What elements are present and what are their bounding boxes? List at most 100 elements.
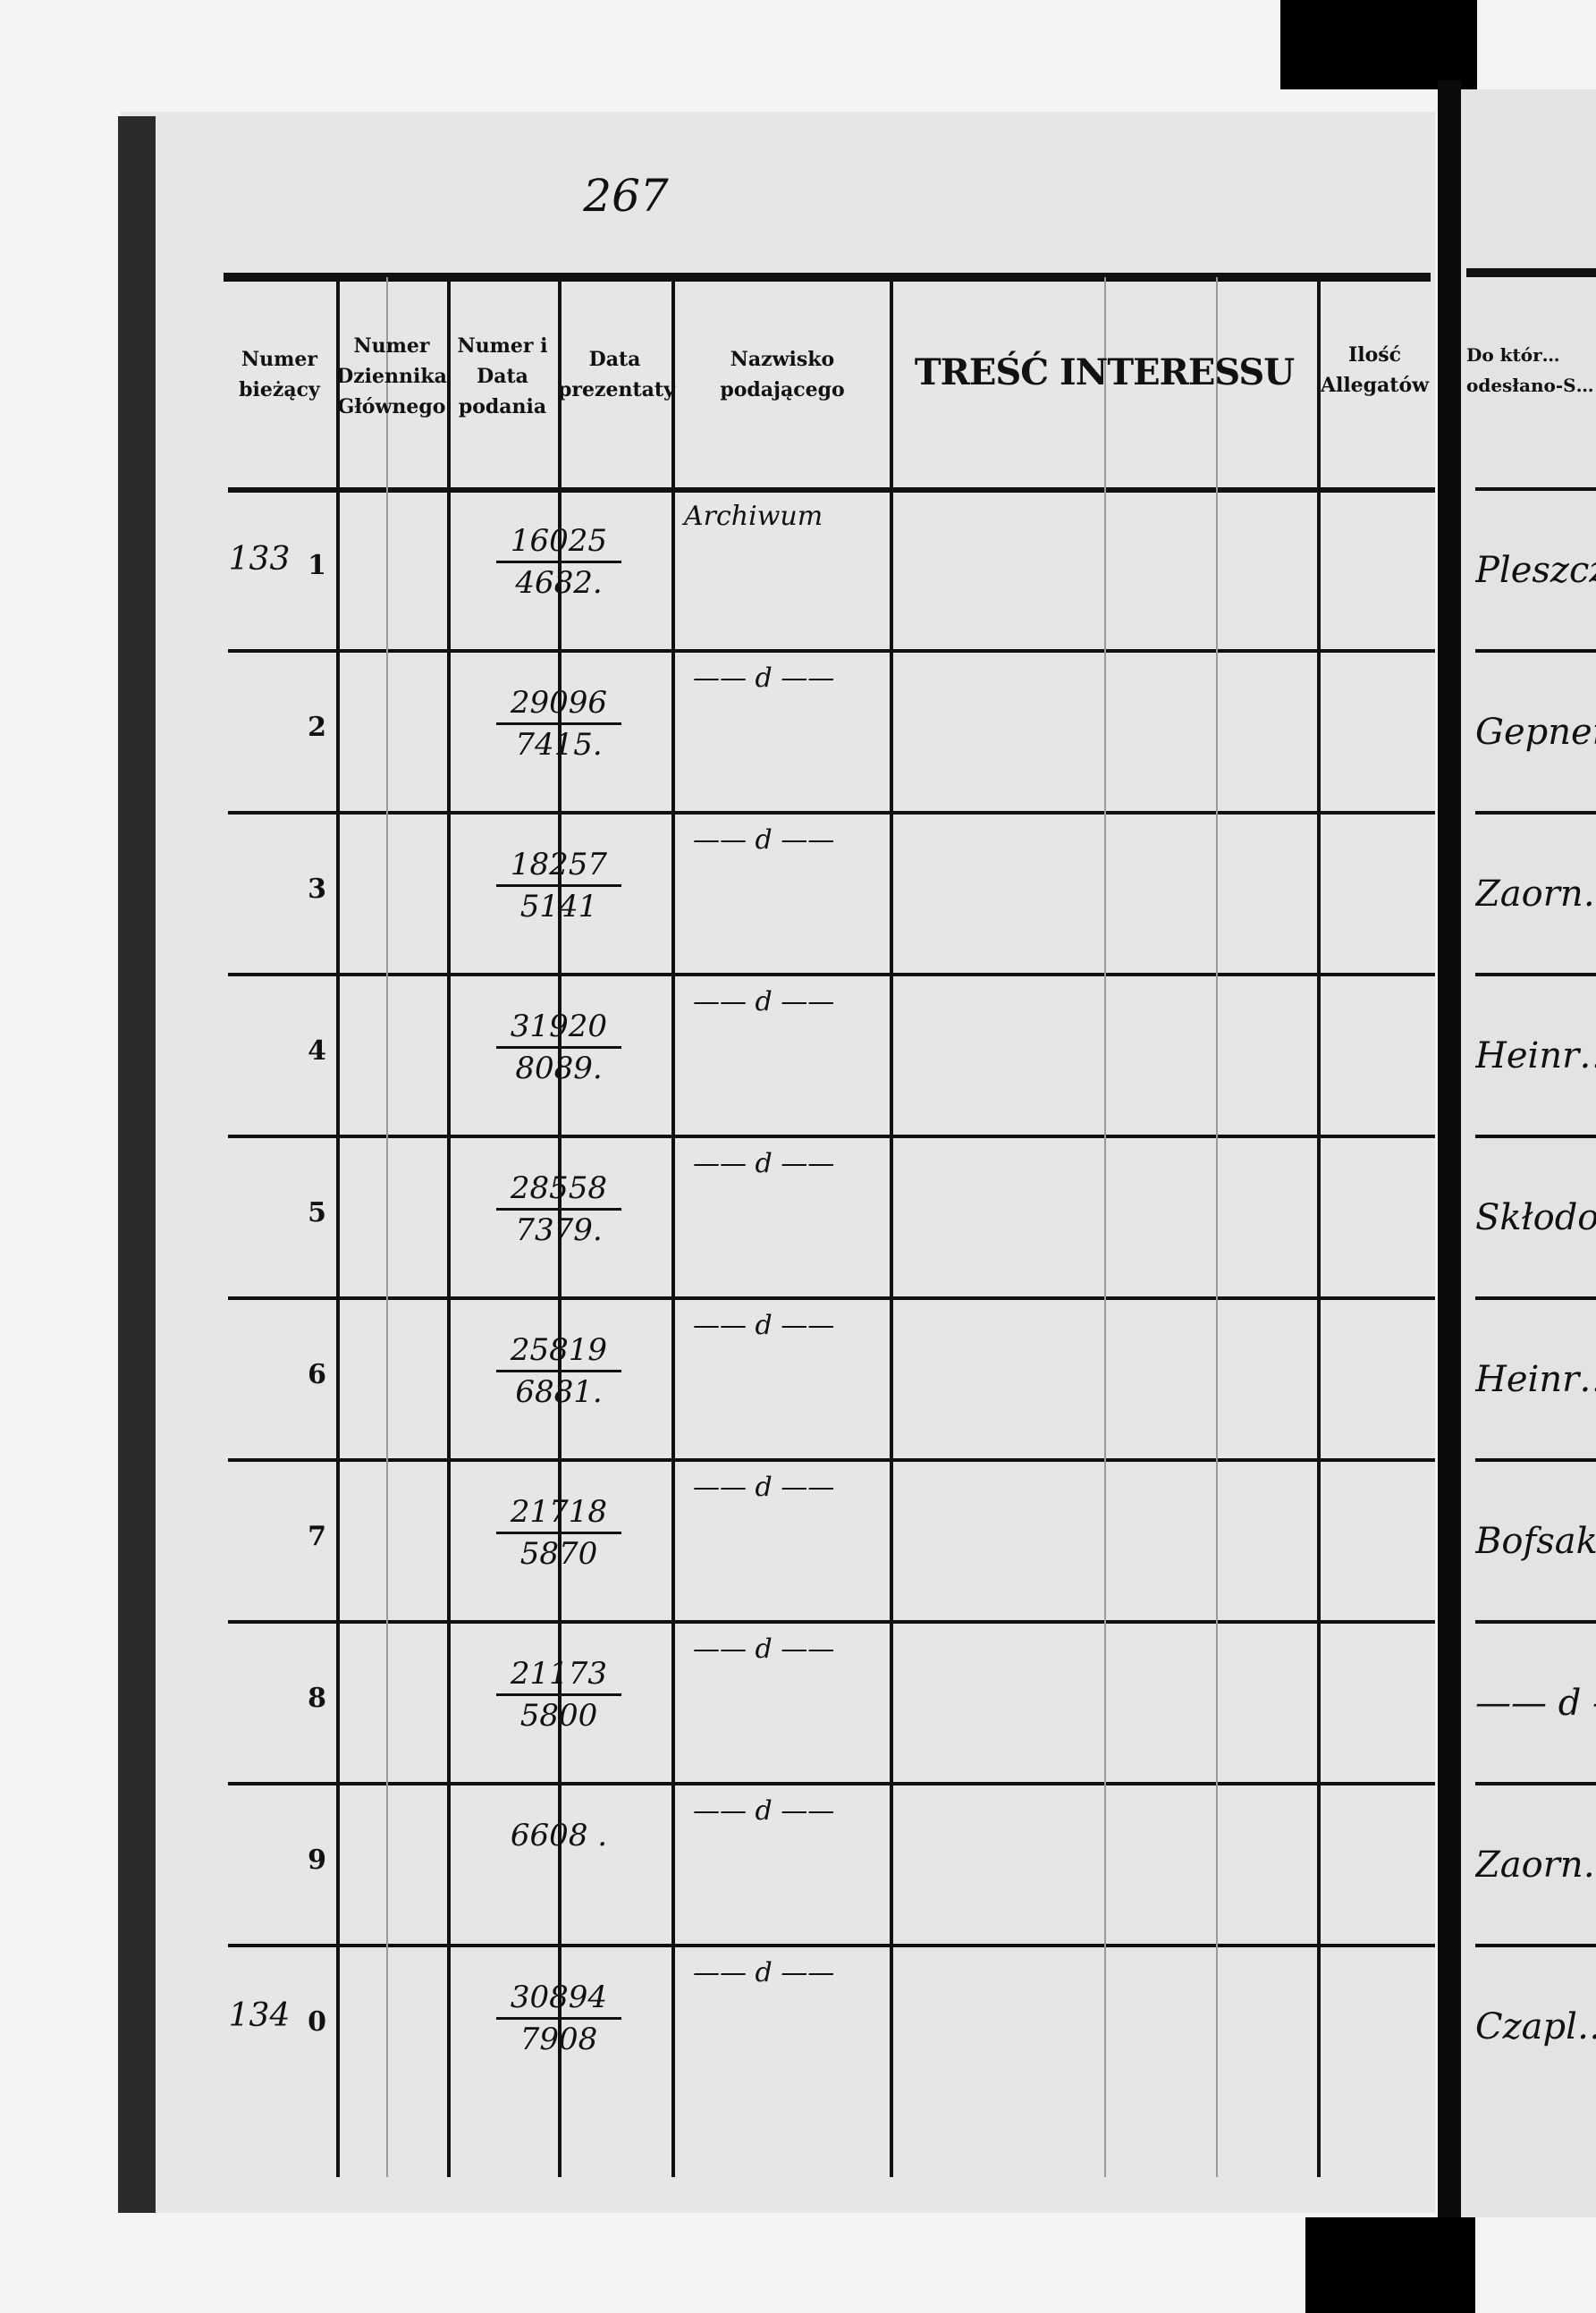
next-page-entry: Skłodo… xyxy=(1475,1197,1596,1238)
next-page-entry: Zaorn… xyxy=(1475,1844,1596,1886)
fraction-bar xyxy=(496,2017,621,2020)
nazwisko: —— d —— xyxy=(693,1957,835,1988)
next-page-row-rule xyxy=(1475,1296,1596,1300)
fraction-bar xyxy=(496,1208,621,1211)
numer-top: 6608 . xyxy=(510,1818,608,1853)
next-page-row-rule xyxy=(1475,1944,1596,1947)
nazwisko: Archiwum xyxy=(684,501,823,532)
header-numer-dziennika: Numer Dziennika Głównego xyxy=(336,334,447,418)
row-number: 8 xyxy=(308,1683,326,1714)
numer-bottom: 7908 xyxy=(519,2022,598,2057)
nazwisko: —— d —— xyxy=(693,1633,835,1665)
row-number: 9 xyxy=(308,1844,326,1876)
row-rule xyxy=(228,973,1435,976)
row-number: 7 xyxy=(308,1521,326,1552)
numer-bottom: 7415. xyxy=(515,727,603,763)
numer-bottom: 5800 xyxy=(519,1698,598,1734)
numer-bottom: 5141 xyxy=(519,889,598,924)
faint-column-rule xyxy=(1216,277,1218,2177)
header-numer-biezacy: Numer bieżący xyxy=(239,348,320,401)
next-page-top-rule xyxy=(1466,268,1596,277)
numer-podania: 6608 . xyxy=(487,1818,630,1853)
row-number: 6 xyxy=(308,1359,326,1390)
numer-podania: 30894 7908 xyxy=(487,1980,630,2057)
next-page-entry: —— d —— xyxy=(1475,1683,1596,1724)
numer-top: 28558 xyxy=(510,1170,608,1206)
nazwisko: —— d —— xyxy=(693,986,835,1017)
fraction-bar xyxy=(496,1693,621,1696)
next-page-entry: Gepner xyxy=(1475,712,1596,753)
margin-note: 134 xyxy=(228,1997,291,2034)
next-page-row-rule xyxy=(1475,1620,1596,1624)
next-page-row-rule xyxy=(1475,487,1596,491)
numer-top: 31920 xyxy=(510,1009,608,1044)
numer-podania: 29096 7415. xyxy=(487,685,630,763)
nazwisko: —— d —— xyxy=(693,1310,835,1341)
row-number: 2 xyxy=(308,712,326,743)
fraction-bar xyxy=(496,1370,621,1372)
row-rule xyxy=(228,649,1435,653)
header-next-page: Do któr… odesłano-S… xyxy=(1466,344,1594,396)
numer-podania: 21718 5870 xyxy=(487,1494,630,1572)
numer-podania: 28558 7379. xyxy=(487,1170,630,1248)
header-ilosc-allegatow: Ilość Allegatów xyxy=(1320,343,1430,397)
numer-bottom: 5870 xyxy=(519,1536,598,1572)
nazwisko: —— d —— xyxy=(693,1148,835,1179)
next-page-row-rule xyxy=(1475,1782,1596,1785)
row-number: 0 xyxy=(308,2006,326,2038)
column-rule xyxy=(558,277,562,2177)
faint-column-rule xyxy=(386,277,388,2177)
next-page-entry: Pleszcz… xyxy=(1475,550,1596,591)
page-number: 267 xyxy=(583,170,669,222)
numer-podania: 21173 5800 xyxy=(487,1656,630,1734)
row-rule xyxy=(228,811,1435,815)
nazwisko: —— d —— xyxy=(693,663,835,694)
row-rule xyxy=(228,1458,1435,1462)
row-rule xyxy=(228,1296,1435,1300)
faint-column-rule xyxy=(1104,277,1106,2177)
next-page-row-rule xyxy=(1475,973,1596,976)
nazwisko: —— d —— xyxy=(693,1795,835,1827)
header-nazwisko: Nazwisko podającego xyxy=(720,348,845,401)
header-data-prezentaty: Data prezentaty xyxy=(558,348,675,401)
fraction-bar xyxy=(496,722,621,725)
numer-bottom: 4682. xyxy=(515,565,603,601)
next-page-row-rule xyxy=(1475,811,1596,815)
next-page-entry: Bofsak… xyxy=(1475,1521,1596,1562)
next-page-entry: Czapl… xyxy=(1475,2006,1596,2047)
header-top-rule xyxy=(224,273,1431,282)
next-page-entry: Heinr… xyxy=(1475,1359,1596,1400)
column-rule xyxy=(336,277,340,2177)
next-page-edge xyxy=(1461,89,1596,2217)
row-rule xyxy=(228,1782,1435,1785)
numer-podania: 25819 6881. xyxy=(487,1332,630,1410)
row-number: 1 xyxy=(308,550,326,581)
scan-border-bottom xyxy=(1305,2217,1475,2313)
numer-top: 21173 xyxy=(510,1656,608,1692)
row-rule xyxy=(228,1620,1435,1624)
fraction-bar xyxy=(496,884,621,887)
header-tresc-interessu: TREŚĆ INTERESSU xyxy=(914,351,1295,393)
column-rule xyxy=(447,277,451,2177)
numer-bottom: 7379. xyxy=(515,1212,603,1248)
numer-top: 25819 xyxy=(510,1332,608,1368)
numer-top: 18257 xyxy=(510,847,608,882)
numer-top: 29096 xyxy=(510,685,608,721)
row-rule xyxy=(228,1944,1435,1947)
row-number: 5 xyxy=(308,1197,326,1228)
row-number: 4 xyxy=(308,1035,326,1067)
margin-note: 133 xyxy=(228,541,291,578)
column-rule xyxy=(890,277,893,2177)
numer-podania: 18257 5141 xyxy=(487,847,630,924)
scan-border xyxy=(1280,0,1477,89)
nazwisko: —— d —— xyxy=(693,1472,835,1503)
row-number: 3 xyxy=(308,874,326,905)
fraction-bar xyxy=(496,561,621,563)
numer-podania: 16025 4682. xyxy=(487,523,630,601)
numer-bottom: 8089. xyxy=(515,1051,603,1086)
column-rule xyxy=(1317,277,1321,2177)
numer-bottom: 6881. xyxy=(515,1374,603,1410)
numer-top: 21718 xyxy=(510,1494,608,1530)
next-page-row-rule xyxy=(1475,1458,1596,1462)
row-rule xyxy=(228,1135,1435,1138)
